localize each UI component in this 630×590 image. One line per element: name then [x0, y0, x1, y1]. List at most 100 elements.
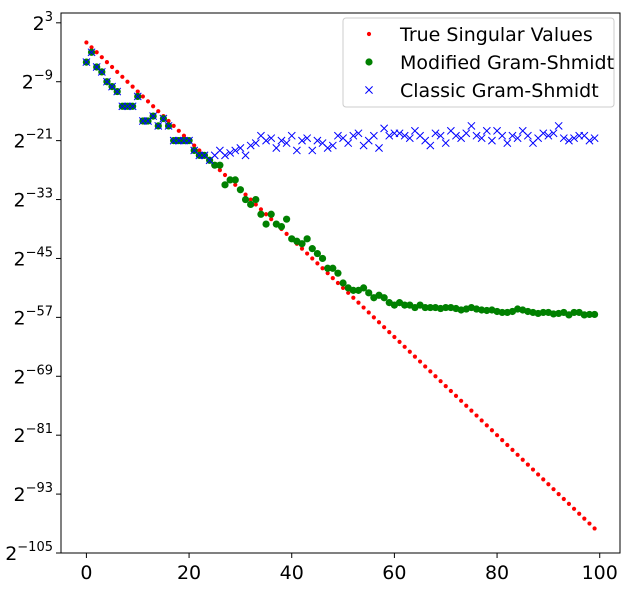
x-stroke	[487, 136, 496, 145]
data-point	[510, 447, 515, 453]
data-point	[313, 249, 322, 258]
data-point	[505, 442, 510, 448]
data-point	[436, 131, 445, 140]
x-stroke	[287, 131, 296, 140]
data-point	[380, 294, 388, 302]
data-point	[503, 139, 512, 148]
data-point	[494, 433, 500, 438]
data-point	[257, 210, 265, 218]
x-stroke	[410, 126, 419, 135]
data-point	[277, 222, 286, 231]
x-stroke	[102, 77, 111, 86]
data-point	[464, 403, 469, 408]
x-stroke	[400, 131, 409, 140]
x-tick-label: 0	[80, 562, 92, 584]
data-point	[546, 482, 551, 487]
y-tick-exponent: −45	[26, 245, 53, 260]
x-stroke	[513, 134, 522, 143]
data-point	[467, 121, 476, 130]
x-stroke	[380, 124, 389, 133]
x-stroke	[426, 141, 435, 150]
data-point	[87, 48, 96, 57]
data-point	[426, 141, 435, 150]
x-stroke	[154, 121, 163, 130]
data-point	[236, 186, 245, 194]
data-point	[380, 124, 389, 133]
x-stroke	[92, 63, 101, 71]
data-point	[94, 50, 99, 55]
data-point	[371, 315, 376, 320]
y-tick-label: 2−9	[22, 69, 53, 94]
data-point	[340, 285, 346, 291]
data-point	[222, 172, 228, 178]
data-point	[346, 290, 351, 295]
data-point	[559, 134, 568, 143]
x-stroke	[298, 136, 306, 145]
data-point	[243, 192, 248, 197]
x-stroke	[518, 126, 527, 135]
x-stroke	[416, 131, 425, 140]
x-stroke	[405, 134, 414, 143]
data-point	[248, 197, 253, 202]
plot-frame	[60, 12, 621, 554]
data-point	[585, 310, 594, 319]
x-stroke	[385, 131, 394, 140]
x-stroke	[590, 134, 599, 143]
x-stroke	[221, 151, 229, 160]
data-point	[325, 271, 330, 276]
data-point	[283, 215, 291, 223]
data-point	[349, 131, 358, 140]
data-point	[151, 104, 156, 109]
y-tick-base: 2	[13, 484, 25, 506]
x-stroke	[344, 139, 353, 148]
data-point	[303, 134, 312, 143]
data-point	[428, 369, 433, 374]
x-stroke	[354, 129, 363, 138]
x-stroke	[200, 151, 209, 160]
data-point	[500, 437, 505, 443]
y-tick-label: 2−45	[13, 245, 53, 270]
series-classic-gram-shmidt	[82, 48, 599, 165]
legend-label: Classic Gram-Shmidt	[400, 80, 599, 102]
data-point	[84, 40, 89, 45]
data-point	[474, 413, 479, 418]
data-point	[197, 148, 202, 153]
x-stroke	[87, 48, 96, 57]
data-point	[192, 143, 197, 148]
data-point	[313, 136, 322, 145]
legend-entry: True Singular Values	[366, 24, 593, 46]
x-stroke	[580, 131, 589, 140]
data-point	[226, 148, 235, 157]
x-stroke	[303, 134, 312, 143]
x-stroke	[190, 146, 199, 155]
y-tick-label: 23	[33, 10, 53, 35]
y-tick-label: 2−105	[5, 540, 53, 565]
data-point	[334, 269, 342, 277]
data-point	[365, 289, 373, 297]
axes: 0 20 40 60 80 100232−92−212−332−452−572−692−8…	[5, 10, 621, 584]
data-point	[125, 79, 130, 84]
data-point	[582, 516, 587, 521]
y-tick-exponent: −21	[26, 128, 53, 143]
data-point	[298, 136, 306, 145]
x-stroke	[395, 129, 404, 138]
x-stroke	[256, 131, 265, 140]
data-point	[359, 284, 368, 292]
data-point	[247, 200, 255, 209]
y-tick-base: 2	[13, 190, 25, 212]
data-point	[356, 300, 361, 305]
data-point	[216, 161, 224, 169]
x-stroke	[365, 86, 373, 94]
data-point	[344, 139, 353, 148]
data-point	[539, 308, 547, 317]
x-stroke	[251, 139, 260, 148]
x-stroke	[318, 139, 327, 148]
data-point	[525, 462, 530, 467]
y-tick-label: 2−69	[13, 363, 53, 388]
y-tick-label: 2−33	[13, 187, 53, 212]
y-tick-exponent: −81	[26, 422, 53, 437]
data-point	[99, 55, 104, 60]
data-point	[541, 477, 546, 482]
data-point	[231, 146, 240, 155]
y-tick-exponent: −57	[26, 304, 53, 319]
